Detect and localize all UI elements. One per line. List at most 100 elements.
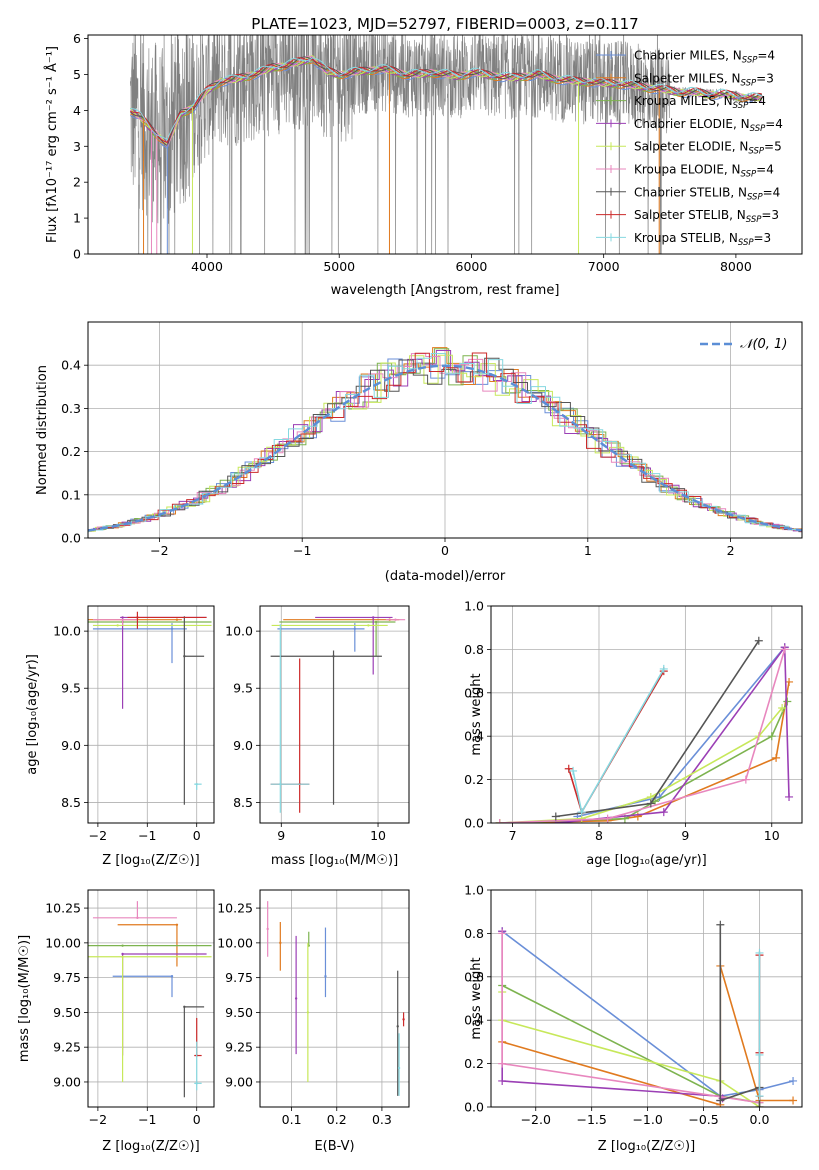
legend-label-text: Chabrier ELODIE, N xyxy=(634,117,750,131)
y-tick-label: 9.00 xyxy=(53,1074,81,1089)
data-point-7 xyxy=(136,616,139,619)
residuals-panel: −2 −1 0 1 2 0.0 0.1 0.2 0.3 0.4 (data-model)/error… xyxy=(35,321,803,584)
data-point-4 xyxy=(116,624,119,627)
weight-series-line-5 xyxy=(499,649,786,823)
weight-point-marker xyxy=(778,703,787,712)
data-point-5 xyxy=(394,618,397,621)
y-axis-label: age [log₁₀(age/yr)] xyxy=(25,654,40,775)
y-tick-label: 9.25 xyxy=(225,1040,253,1055)
weight-series-line-4 xyxy=(499,707,783,823)
axes-frame xyxy=(259,889,410,1108)
data-point-0 xyxy=(170,975,174,978)
weight-point-marker xyxy=(569,766,578,775)
weight-point-marker xyxy=(577,808,586,817)
y-tick-label: 8.5 xyxy=(61,795,81,810)
x-tick-label: −2 xyxy=(150,543,168,558)
y-tick-label: 9.50 xyxy=(53,1005,81,1020)
weight-point-marker xyxy=(498,1076,507,1085)
legend-label-value: =3 xyxy=(754,231,772,245)
x-tick-label: 10 xyxy=(370,828,386,843)
legend-label-subscript: SSP xyxy=(741,170,757,180)
gaussian-curve xyxy=(88,364,802,532)
weight-point-marker xyxy=(755,1092,764,1101)
legend-label-4: Salpeter ELODIE, NSSP=5 xyxy=(634,140,782,157)
spectrum-data-trace xyxy=(130,35,763,254)
weight-point-marker xyxy=(789,1096,798,1105)
y-tick-label: 0.0 xyxy=(464,1100,484,1115)
y-tick-label: 0.6 xyxy=(464,969,484,984)
x-tick-label: 0.1 xyxy=(282,1112,302,1127)
axes-frame xyxy=(87,321,803,539)
y-tick-label: 0.0 xyxy=(464,816,484,831)
x-axis-label: age [log₁₀(age/yr)] xyxy=(586,853,707,868)
legend-gaussian-label: 𝒩(0, 1) xyxy=(740,337,787,352)
data-point-8 xyxy=(279,782,282,786)
weight-point-marker xyxy=(785,792,794,801)
y-tick-label: 9.0 xyxy=(233,738,253,753)
y-tick-label: 0.2 xyxy=(464,1056,484,1071)
weight-point-marker xyxy=(659,808,668,817)
axes-frame xyxy=(87,34,803,255)
y-tick-label: 0.4 xyxy=(61,358,81,373)
residual-histogram-7 xyxy=(88,352,802,533)
weight-point-marker xyxy=(767,732,776,741)
residual-histogram-8 xyxy=(88,353,802,533)
x-axis-label: (data-model)/error xyxy=(385,569,506,584)
legend-label-text: Chabrier MILES, N xyxy=(634,49,742,63)
axes-frame xyxy=(490,889,803,1108)
legend-label-text: Kroupa ELODIE, N xyxy=(634,163,741,177)
figure-title: PLATE=1023, MJD=52797, FIBERID=0003, z=0… xyxy=(251,15,638,33)
y-tick-label: 6 xyxy=(73,31,81,46)
legend-label-value: =4 xyxy=(757,49,775,63)
y-tick-label: 0.3 xyxy=(61,401,81,416)
axes-frame xyxy=(87,889,215,1108)
data-point-8 xyxy=(397,1066,401,1070)
spectrum-plot-area xyxy=(129,35,763,254)
weight-point-marker xyxy=(741,775,750,784)
residual-histogram-3 xyxy=(88,350,802,532)
age-vs-mass-panel: 9 10 8.5 9.0 9.5 10.0 mass [log₁₀(M/M☉)] xyxy=(225,605,410,868)
y-tick-label: 0.0 xyxy=(61,531,81,546)
y-tick-label: 0.1 xyxy=(61,487,81,502)
y-axis-label: mass [log₁₀(M/M☉)] xyxy=(17,935,32,1062)
legend-label-5: Kroupa ELODIE, NSSP=4 xyxy=(634,163,774,180)
x-tick-label: 9 xyxy=(277,828,285,843)
data-point-7 xyxy=(402,1018,405,1021)
data-point-8 xyxy=(195,782,198,786)
age-vs-z-plot-area xyxy=(88,611,212,805)
data-point-6 xyxy=(332,655,335,658)
x-tick-label: −1.0 xyxy=(632,1112,662,1127)
weight-point-marker xyxy=(754,636,763,645)
data-point-5 xyxy=(266,927,269,931)
weight-point-marker xyxy=(755,948,764,957)
y-tick-label: 9.75 xyxy=(53,970,81,985)
weight-point-marker xyxy=(772,753,781,762)
data-point-2 xyxy=(374,620,378,624)
y-tick-label: 9.75 xyxy=(225,970,253,985)
x-tick-label: 10 xyxy=(764,828,780,843)
y-tick-label: 9.00 xyxy=(225,1074,253,1089)
weight-vs-z-plot-area xyxy=(498,920,798,1107)
y-tick-label: 10.00 xyxy=(217,935,253,950)
x-tick-label: 6000 xyxy=(456,259,488,274)
x-tick-label: 0.3 xyxy=(372,1112,392,1127)
x-tick-label: 1 xyxy=(584,543,592,558)
y-tick-label: 3 xyxy=(73,139,81,154)
weight-vs-age-plot-area xyxy=(495,636,794,823)
data-point-1 xyxy=(279,941,282,945)
data-point-1 xyxy=(175,618,179,621)
weight-point-marker xyxy=(716,1096,725,1105)
y-tick-label: 10.0 xyxy=(53,624,81,639)
residual-histogram-4 xyxy=(88,354,802,532)
weight-point-marker xyxy=(646,799,655,808)
x-tick-label: 5000 xyxy=(323,259,355,274)
legend-label-8: Kroupa STELIB, NSSP=3 xyxy=(634,231,771,248)
legend-label-subscript: SSP xyxy=(748,147,764,157)
legend-label-value: =4 xyxy=(748,94,766,108)
y-tick-label: 1.0 xyxy=(464,599,484,614)
y-tick-label: 2 xyxy=(73,175,81,190)
y-tick-label: 9.25 xyxy=(53,1040,81,1055)
data-point-2 xyxy=(121,944,124,947)
y-tick-label: 0.8 xyxy=(464,926,484,941)
